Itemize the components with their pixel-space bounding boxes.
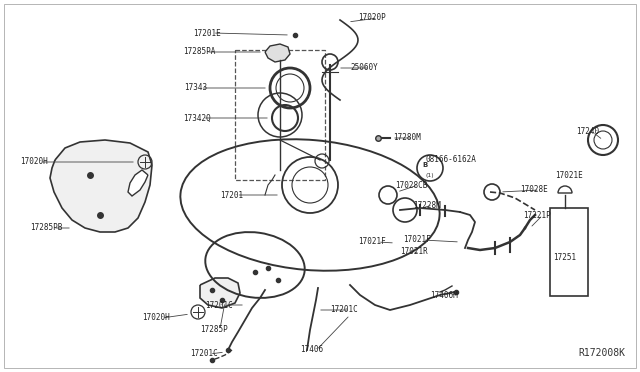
Text: 17240: 17240 — [576, 128, 599, 137]
Text: 17021F: 17021F — [358, 237, 386, 247]
Text: 17221P: 17221P — [523, 211, 551, 219]
Text: 17406M: 17406M — [430, 291, 458, 299]
Text: 17028E: 17028E — [520, 186, 548, 195]
Text: B: B — [422, 162, 428, 168]
Text: 17201C: 17201C — [330, 305, 358, 314]
Text: 17280M: 17280M — [393, 134, 420, 142]
Text: 17228M: 17228M — [413, 201, 441, 209]
Text: 17028CB: 17028CB — [395, 180, 428, 189]
Text: 17021E: 17021E — [555, 170, 583, 180]
PathPatch shape — [50, 140, 152, 232]
Text: 17201: 17201 — [220, 190, 243, 199]
Text: 17285PA: 17285PA — [183, 48, 216, 57]
Text: 25060Y: 25060Y — [350, 64, 378, 73]
Text: 17406: 17406 — [300, 346, 323, 355]
Text: 17020H: 17020H — [20, 157, 48, 167]
PathPatch shape — [128, 170, 148, 196]
Text: 17343: 17343 — [184, 83, 207, 93]
Text: 17342Q: 17342Q — [183, 113, 211, 122]
PathPatch shape — [265, 44, 290, 62]
Text: 08166-6162A: 08166-6162A — [425, 155, 476, 164]
Text: 17285PB: 17285PB — [30, 224, 62, 232]
Text: 17201C: 17201C — [190, 350, 218, 359]
Text: 17251: 17251 — [553, 253, 576, 263]
Text: 17020P: 17020P — [358, 13, 386, 22]
Text: 17285P: 17285P — [200, 326, 228, 334]
Text: R172008K: R172008K — [578, 348, 625, 358]
PathPatch shape — [200, 278, 240, 308]
Text: 17021F: 17021F — [403, 235, 431, 244]
Text: (1): (1) — [426, 173, 435, 179]
Text: 17201E: 17201E — [193, 29, 221, 38]
Text: 17021R: 17021R — [400, 247, 428, 257]
Text: 17201C: 17201C — [205, 301, 233, 310]
Text: 17020H: 17020H — [142, 314, 170, 323]
